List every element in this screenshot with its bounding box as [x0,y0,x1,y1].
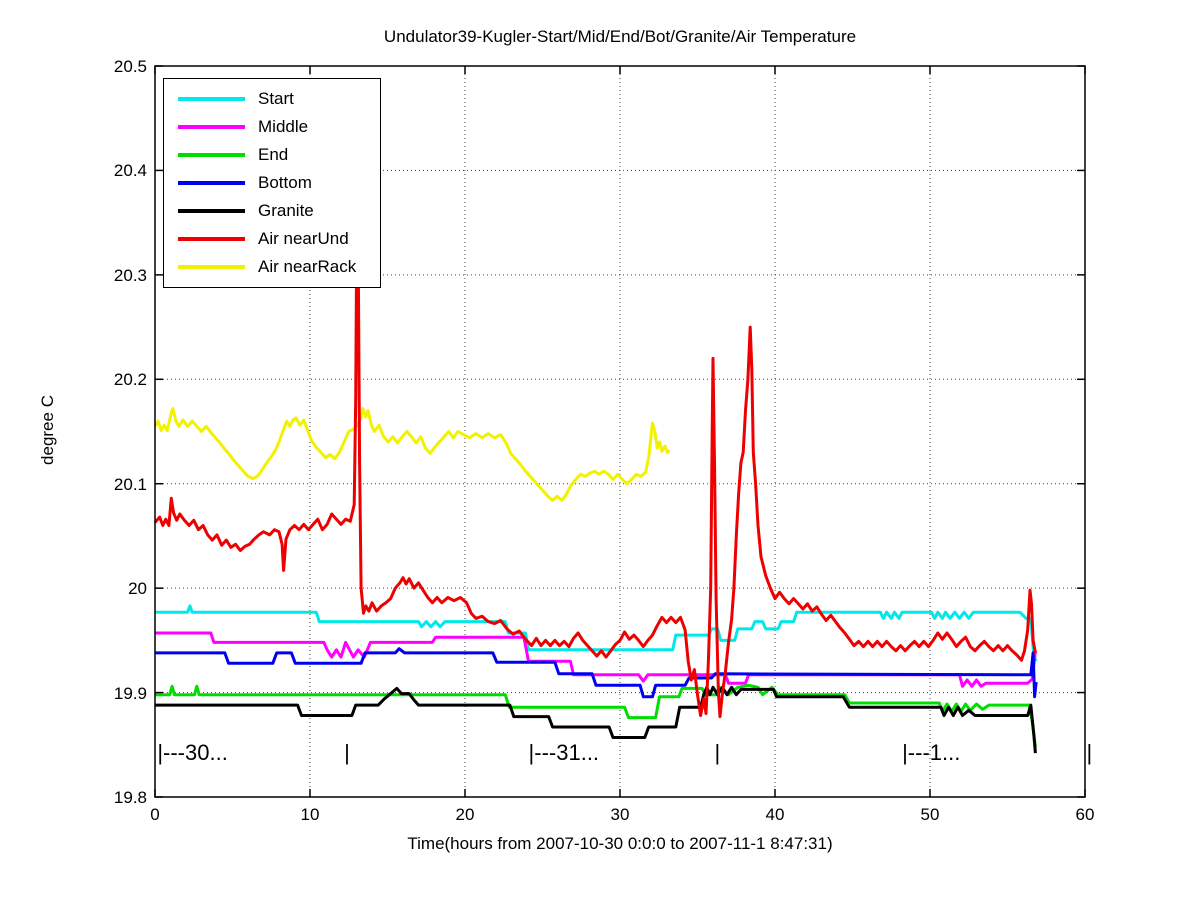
y-tick-label-20.1: 20.1 [113,474,147,494]
annotation-3: | [714,740,721,766]
legend-label: Start [258,89,294,108]
x-axis-label: Time(hours from 2007-10-30 0:0:0 to 2007… [407,834,833,853]
legend-label: Air nearRack [258,257,357,276]
y-tick-label-20.3: 20.3 [113,265,147,285]
legend-label: Bottom [258,173,312,192]
x-tick-label-30: 30 [610,805,630,824]
series-line-air-nearund [153,271,1037,719]
legend: Start Middle End Bottom Granite Air nearUnd Ai… [163,78,381,288]
legend-line-sample [178,209,245,213]
legend-item-end: End [164,141,380,169]
y-tick-label-20.4: 20.4 [113,161,147,181]
legend-line-sample [178,265,245,269]
legend-item-bottom: Bottom [164,169,380,197]
annotation-5: | [1086,740,1093,766]
legend-label: Middle [258,117,309,136]
x-tick-label-10: 10 [300,805,320,824]
legend-item-middle: Middle [164,113,380,141]
x-tick-label-40: 40 [765,805,785,824]
x-tick-label-0: 0 [150,805,160,824]
legend-line-sample [178,125,245,129]
legend-label: Granite [258,201,314,220]
legend-item-air-nearrack: Air nearRack [164,253,380,281]
legend-line-sample [178,153,245,157]
annotation-2: |---31... [528,740,600,766]
legend-label: End [258,145,289,164]
series-line-air-nearrack [153,407,671,502]
y-tick-label-20.2: 20.2 [113,370,147,390]
series-line-end [155,683,1037,748]
x-tick-label-50: 50 [920,805,940,824]
x-tick-label-20: 20 [455,805,475,824]
legend-line-sample [178,181,245,185]
annotation-1: | [344,740,350,766]
series-line-bottom [155,647,1038,699]
x-tick-label-60: 60 [1075,805,1095,824]
legend-item-air-nearund: Air nearUnd [164,225,380,253]
legend-item-granite: Granite [164,197,380,225]
y-tick-label-20.5: 20.5 [113,57,147,76]
chart-title: Undulator39-Kugler-Start/Mid/End/Bot/Gra… [383,27,857,46]
y-axis-label: degree C [38,395,57,465]
legend-label: Air nearUnd [258,229,349,248]
y-tick-label-20: 20 [128,579,147,599]
annotation-0: |---30... [157,740,228,766]
y-tick-label-19.8: 19.8 [113,788,147,807]
series-line-middle [155,631,1037,688]
annotation-4: |---1... [902,740,961,766]
legend-item-start: Start [164,85,380,113]
legend-line-sample [178,237,245,241]
y-tick-label-19.9: 19.9 [113,683,147,703]
series-line-start [155,604,1038,662]
legend-line-sample [178,97,245,101]
